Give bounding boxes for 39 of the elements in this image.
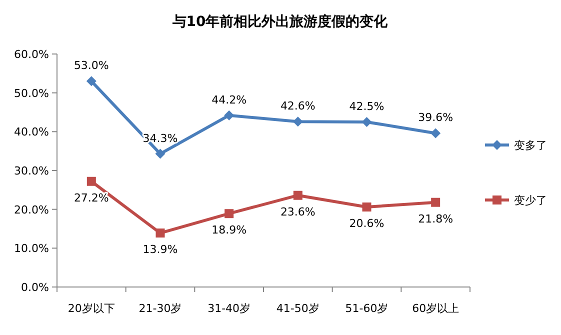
point bbox=[156, 228, 165, 238]
legend-label: 变多了 bbox=[514, 139, 547, 152]
data-label: 20.6% bbox=[349, 217, 384, 230]
data-label: 42.6% bbox=[280, 100, 316, 113]
x-tick-label: 21-30岁 bbox=[138, 302, 182, 315]
y-tick-label: 0.0% bbox=[21, 281, 49, 294]
data-label: 21.8% bbox=[418, 212, 454, 226]
data-label: 53.0% bbox=[74, 59, 109, 72]
data-label: 42.5% bbox=[349, 100, 384, 113]
point bbox=[224, 209, 234, 218]
data-label: 39.6% bbox=[418, 111, 454, 124]
y-tick-label: 50.0% bbox=[14, 86, 49, 100]
x-tick-label: 60岁以上 bbox=[412, 302, 460, 315]
data-label: 27.2% bbox=[74, 191, 109, 204]
point bbox=[431, 198, 440, 207]
legend-label: 变少了 bbox=[514, 194, 547, 207]
y-tick-label: 10.0% bbox=[14, 242, 49, 256]
x-tick-label: 51-60岁 bbox=[345, 302, 388, 315]
point bbox=[86, 176, 96, 186]
point bbox=[293, 190, 302, 200]
data-label: 13.9% bbox=[142, 243, 178, 256]
chart-title: 与10年前相比外出旅游度假的变化 bbox=[171, 13, 389, 30]
point bbox=[292, 116, 303, 127]
x-tick-label: 31-40岁 bbox=[208, 302, 251, 315]
y-tick-label: 20.0% bbox=[14, 203, 49, 216]
x-tick-label: 20岁以下 bbox=[68, 302, 115, 315]
y-tick-label: 60.0% bbox=[14, 48, 49, 61]
point bbox=[86, 76, 96, 86]
data-label: 44.2% bbox=[212, 93, 247, 106]
point bbox=[430, 128, 441, 138]
data-label: 23.6% bbox=[280, 205, 316, 218]
data-label: 18.9% bbox=[212, 224, 247, 237]
point bbox=[362, 202, 372, 212]
point bbox=[155, 148, 166, 159]
point bbox=[362, 116, 372, 127]
point bbox=[224, 110, 234, 120]
y-tick-label: 40.0% bbox=[14, 126, 49, 139]
y-tick-label: 30.0% bbox=[14, 164, 49, 178]
x-tick-label: 41-50岁 bbox=[276, 302, 320, 315]
